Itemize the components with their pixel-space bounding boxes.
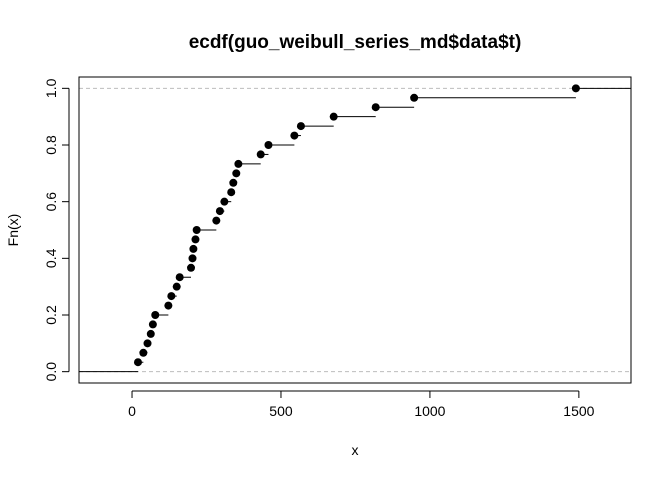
y-tick-label: 0.6 <box>43 192 59 212</box>
data-point <box>227 188 236 197</box>
data-point <box>143 339 152 348</box>
y-tick-label: 1.0 <box>43 78 59 98</box>
data-point <box>191 235 200 244</box>
y-axis-label: Fn(x) <box>5 214 21 247</box>
data-point <box>212 216 221 225</box>
data-point <box>234 159 243 168</box>
data-point <box>371 103 380 112</box>
data-point <box>571 84 580 93</box>
data-point <box>189 244 198 253</box>
x-tick-label: 1500 <box>563 403 594 419</box>
chart-title: ecdf(guo_weibull_series_md$data$t) <box>189 32 522 53</box>
data-point <box>146 329 155 338</box>
data-point <box>410 93 419 102</box>
y-tick-label: 0.4 <box>43 248 59 268</box>
data-point <box>167 292 176 301</box>
x-tick-label: 0 <box>128 403 136 419</box>
data-point <box>148 320 157 329</box>
plot-area: 0 500 1000 1500 0.0 0.2 0.4 0.6 0.8 1.0 <box>43 76 632 419</box>
data-point <box>172 282 181 291</box>
data-point <box>229 178 238 187</box>
y-tick-label: 0.8 <box>43 135 59 155</box>
data-point <box>175 273 184 282</box>
data-point <box>256 150 265 159</box>
data-point <box>290 131 299 140</box>
plot-border <box>78 76 632 384</box>
data-point <box>187 263 196 272</box>
y-tick-label: 0.0 <box>43 362 59 382</box>
data-point <box>192 226 201 234</box>
data-point <box>296 122 305 131</box>
x-tick-label: 1000 <box>414 403 445 419</box>
data-point <box>232 169 241 178</box>
x-tick-label: 500 <box>269 403 293 419</box>
data-point <box>220 197 229 206</box>
x-axis-label: x <box>352 442 359 458</box>
data-point <box>215 207 224 216</box>
data-point <box>264 141 273 149</box>
data-point <box>139 348 148 357</box>
data-point <box>133 358 142 367</box>
data-point <box>164 301 173 310</box>
y-tick-label: 0.2 <box>43 305 59 325</box>
data-point <box>188 254 197 263</box>
data-point <box>329 112 338 121</box>
data-point <box>151 311 160 319</box>
